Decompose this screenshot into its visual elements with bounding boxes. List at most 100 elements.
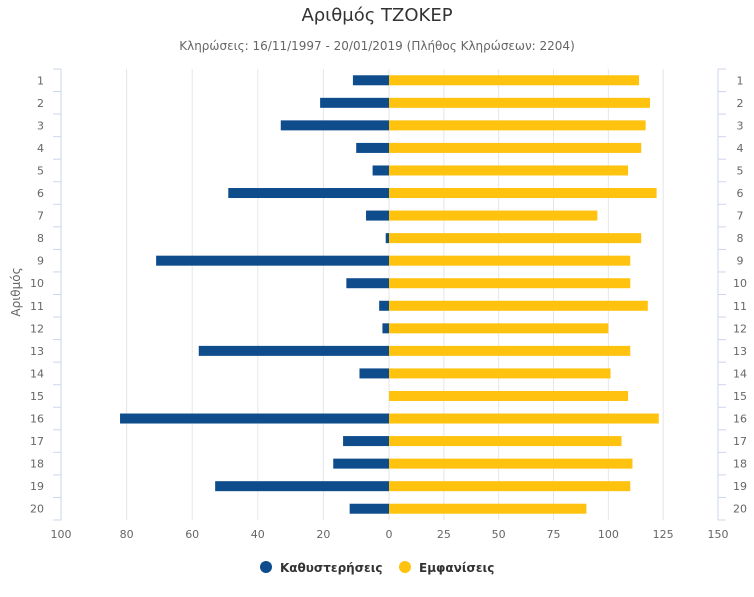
legend-label-delays: Καθυστερήσεις xyxy=(280,561,383,575)
bar-delays-10[interactable] xyxy=(346,278,389,289)
category-label-right-3: 3 xyxy=(737,119,744,132)
category-label-right-17: 17 xyxy=(733,435,747,448)
bar-delays-17[interactable] xyxy=(343,436,389,447)
category-label-left-11: 11 xyxy=(30,300,44,313)
bar-appearances-8[interactable] xyxy=(389,233,642,244)
bar-appearances-4[interactable] xyxy=(389,142,642,153)
x-tick-label-right-5: 150 xyxy=(708,528,729,541)
x-tick-label-left-2: 60 xyxy=(185,528,199,541)
category-label-left-7: 7 xyxy=(37,210,44,223)
category-label-left-14: 14 xyxy=(30,367,44,380)
category-label-right-19: 19 xyxy=(733,480,747,493)
chart-subtitle: Κληρώσεις: 16/11/1997 - 20/01/2019 (Πλήθ… xyxy=(179,39,575,53)
bar-appearances-14[interactable] xyxy=(389,368,611,379)
category-label-right-5: 5 xyxy=(737,164,744,177)
bar-delays-16[interactable] xyxy=(120,413,389,424)
x-tick-label-left-5: 0 xyxy=(386,528,393,541)
category-label-right-12: 12 xyxy=(733,322,747,335)
bar-appearances-19[interactable] xyxy=(389,481,631,492)
category-label-left-6: 6 xyxy=(37,187,44,200)
bar-appearances-3[interactable] xyxy=(389,120,646,131)
bar-delays-3[interactable] xyxy=(280,120,389,131)
bar-appearances-20[interactable] xyxy=(389,503,587,514)
bar-appearances-12[interactable] xyxy=(389,323,609,334)
category-label-left-4: 4 xyxy=(37,142,44,155)
bars xyxy=(120,75,659,514)
category-label-right-7: 7 xyxy=(737,210,744,223)
x-tick-label-right-2: 75 xyxy=(547,528,561,541)
bar-appearances-5[interactable] xyxy=(389,165,629,176)
x-tick-label-right-0: 25 xyxy=(437,528,451,541)
category-label-right-20: 20 xyxy=(733,503,747,516)
category-label-left-15: 15 xyxy=(30,390,44,403)
bar-delays-4[interactable] xyxy=(356,142,389,153)
x-tick-label-left-0: 100 xyxy=(51,528,72,541)
bar-appearances-15[interactable] xyxy=(389,390,629,401)
bar-appearances-1[interactable] xyxy=(389,75,640,86)
bar-delays-8[interactable] xyxy=(385,233,389,244)
legend-item-delays[interactable]: Καθυστερήσεις xyxy=(260,561,383,575)
category-label-right-15: 15 xyxy=(733,390,747,403)
x-tick-label-right-3: 100 xyxy=(598,528,619,541)
legend-marker-delays xyxy=(260,561,272,573)
bar-appearances-13[interactable] xyxy=(389,345,631,356)
category-label-left-12: 12 xyxy=(30,322,44,335)
bar-delays-9[interactable] xyxy=(156,255,389,266)
category-label-right-4: 4 xyxy=(737,142,744,155)
legend-label-appearances: Εμφανίσεις xyxy=(419,561,494,575)
category-label-left-1: 1 xyxy=(37,74,44,87)
bar-delays-6[interactable] xyxy=(228,188,389,199)
category-label-right-6: 6 xyxy=(737,187,744,200)
bar-appearances-11[interactable] xyxy=(389,300,648,311)
bar-appearances-16[interactable] xyxy=(389,413,659,424)
category-label-left-3: 3 xyxy=(37,119,44,132)
category-label-right-14: 14 xyxy=(733,367,747,380)
axes xyxy=(53,68,726,521)
category-label-left-16: 16 xyxy=(30,413,44,426)
x-tick-label-left-4: 20 xyxy=(316,528,330,541)
bar-delays-5[interactable] xyxy=(372,165,389,176)
category-label-left-18: 18 xyxy=(30,458,44,471)
bar-delays-14[interactable] xyxy=(359,368,389,379)
bar-appearances-17[interactable] xyxy=(389,436,622,447)
category-label-left-2: 2 xyxy=(37,97,44,110)
bar-appearances-6[interactable] xyxy=(389,188,657,199)
gridlines xyxy=(60,69,719,520)
bar-delays-18[interactable] xyxy=(333,458,389,469)
bar-appearances-2[interactable] xyxy=(389,97,651,108)
bar-appearances-10[interactable] xyxy=(389,278,631,289)
category-label-right-1: 1 xyxy=(737,74,744,87)
x-tick-label-right-4: 125 xyxy=(653,528,674,541)
legend-item-appearances[interactable]: Εμφανίσεις xyxy=(399,561,494,575)
bar-appearances-7[interactable] xyxy=(389,210,598,221)
bar-delays-12[interactable] xyxy=(382,323,389,334)
bar-delays-19[interactable] xyxy=(215,481,389,492)
x-tick-label-left-3: 40 xyxy=(251,528,265,541)
category-label-right-9: 9 xyxy=(737,255,744,268)
bar-delays-20[interactable] xyxy=(349,503,389,514)
bar-delays-2[interactable] xyxy=(320,97,389,108)
chart-title: Αριθμός ΤΖΟΚΕΡ xyxy=(301,5,452,26)
category-label-right-16: 16 xyxy=(733,413,747,426)
category-label-right-2: 2 xyxy=(737,97,744,110)
x-tick-labels: 100 80 60 40 20 0 25 50 75 100 125 150 xyxy=(51,528,729,541)
bar-appearances-9[interactable] xyxy=(389,255,631,266)
category-label-left-17: 17 xyxy=(30,435,44,448)
legend-marker-appearances xyxy=(399,561,411,573)
bar-appearances-18[interactable] xyxy=(389,458,633,469)
category-label-left-19: 19 xyxy=(30,480,44,493)
legend: Καθυστερήσεις Εμφανίσεις xyxy=(260,561,494,575)
bar-delays-1[interactable] xyxy=(352,75,389,86)
category-label-left-8: 8 xyxy=(37,232,44,245)
category-label-right-11: 11 xyxy=(733,300,747,313)
bar-delays-11[interactable] xyxy=(379,300,389,311)
y-axis-title: Αριθμός xyxy=(9,267,23,316)
category-label-left-5: 5 xyxy=(37,164,44,177)
category-label-right-13: 13 xyxy=(733,345,747,358)
bar-delays-7[interactable] xyxy=(366,210,389,221)
category-label-left-9: 9 xyxy=(37,255,44,268)
category-label-left-10: 10 xyxy=(30,277,44,290)
bar-delays-13[interactable] xyxy=(198,345,389,356)
x-tick-label-left-1: 80 xyxy=(120,528,134,541)
